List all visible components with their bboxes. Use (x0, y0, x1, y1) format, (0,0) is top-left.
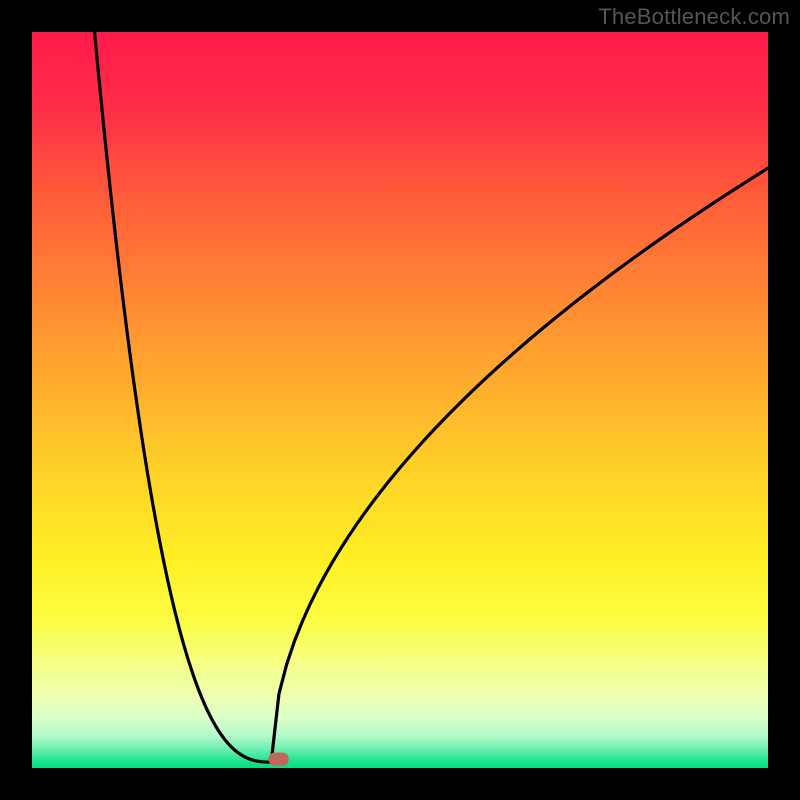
gradient-background (32, 32, 768, 768)
optimal-point-marker (268, 753, 289, 766)
plot-area (32, 32, 768, 768)
watermark-text: TheBottleneck.com (598, 4, 790, 30)
chart-svg (32, 32, 768, 768)
chart-frame: TheBottleneck.com (0, 0, 800, 800)
